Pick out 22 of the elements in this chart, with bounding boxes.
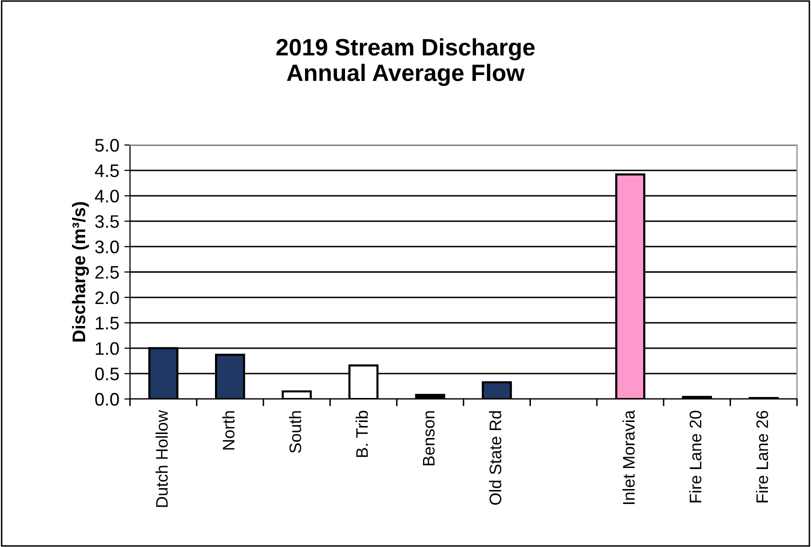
y-tick-label: 1.0 — [96, 342, 119, 355]
y-axis-title: Discharge (m³/s) — [72, 202, 89, 342]
x-tick-label: Benson — [422, 411, 435, 466]
y-tick-label: 4.5 — [94, 164, 119, 178]
y-tick-label: 4.0 — [94, 190, 119, 203]
x-tick-label: Old State Rd — [489, 411, 502, 505]
y-tick-label: 0.0 — [95, 392, 119, 406]
x-tick-label: Fire Lane 20 — [689, 410, 702, 502]
y-tick-label: 2.5 — [95, 266, 119, 279]
y-tick-label: 0.5 — [95, 368, 119, 380]
x-tick-label: Fire Lane 26 — [756, 410, 768, 502]
chart-title: 2019 Stream Discharge Annual Average Flow — [276, 38, 535, 86]
x-tick-label: B. Trib — [356, 410, 368, 457]
y-tick-label: 3.5 — [95, 215, 119, 228]
y-tick-label: 5.0 — [95, 138, 119, 152]
y-tick-label: 2.0 — [95, 291, 119, 304]
y-tick-label: 1.5 — [96, 316, 119, 330]
x-tick-label: Inlet Moravia — [622, 410, 635, 504]
x-tick-label: South — [288, 411, 302, 453]
y-tick-label: 3.0 — [95, 240, 119, 254]
x-tick-label: Dutch Hollow — [156, 410, 168, 507]
x-tick-label: North — [222, 411, 235, 450]
